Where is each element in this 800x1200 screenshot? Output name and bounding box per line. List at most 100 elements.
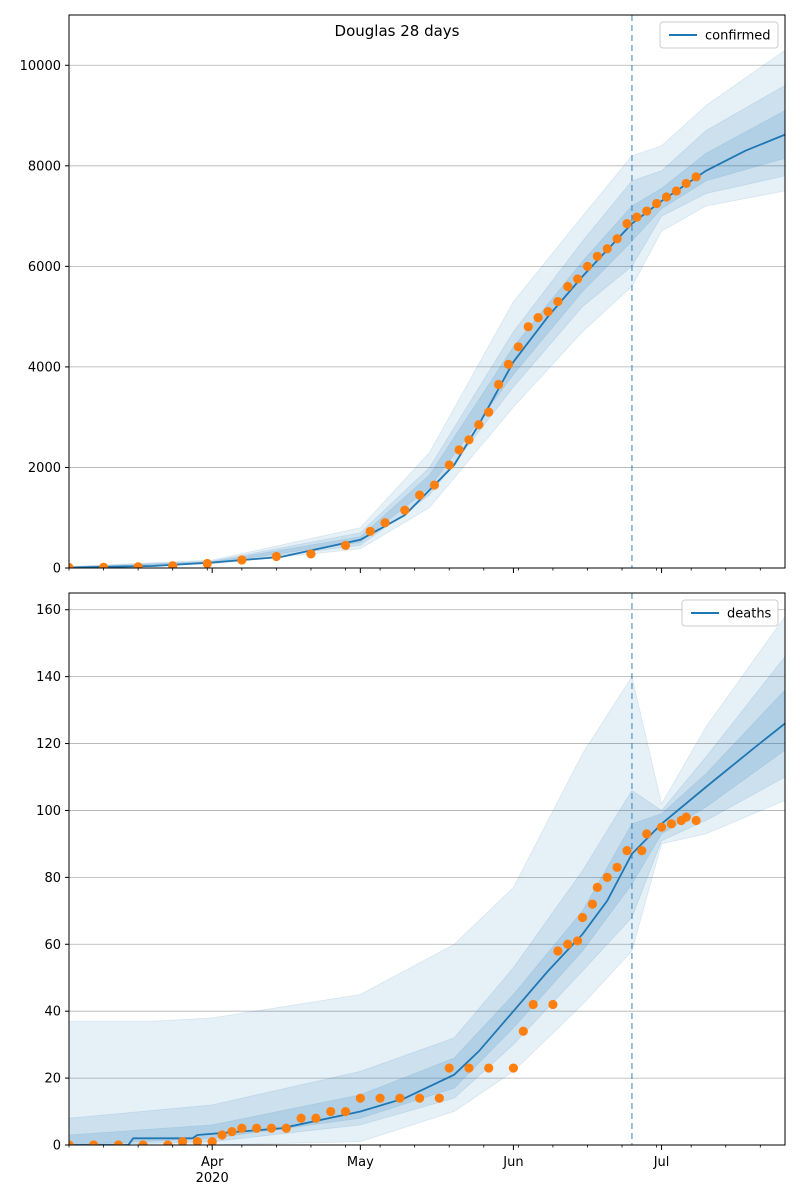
data-point bbox=[494, 379, 504, 390]
x-tick-label: Jun bbox=[502, 1155, 523, 1170]
data-point bbox=[227, 1127, 237, 1137]
x-tick-label: Jul bbox=[653, 1155, 670, 1170]
y-tick-label: 140 bbox=[36, 670, 61, 685]
data-point bbox=[202, 558, 212, 568]
uncertainty-band-outer bbox=[69, 49, 785, 568]
data-point bbox=[553, 296, 563, 307]
y-tick-label: 80 bbox=[44, 871, 61, 886]
data-point bbox=[666, 819, 677, 829]
data-point bbox=[281, 1123, 291, 1133]
data-point bbox=[563, 281, 573, 292]
data-point bbox=[518, 1026, 528, 1036]
data-point bbox=[375, 1093, 385, 1103]
legend: confirmed bbox=[659, 21, 779, 49]
data-point bbox=[464, 435, 474, 445]
data-point bbox=[133, 562, 143, 568]
data-point bbox=[642, 206, 652, 216]
data-point bbox=[548, 999, 558, 1010]
data-point bbox=[592, 251, 602, 261]
data-point bbox=[266, 1123, 277, 1133]
data-point bbox=[163, 1140, 173, 1145]
data-point bbox=[365, 526, 375, 536]
y-tick-label: 8000 bbox=[28, 159, 61, 174]
data-point bbox=[637, 846, 647, 856]
data-point bbox=[444, 460, 454, 470]
y-axis: 0 20 40 60 80 100 120 140 160 bbox=[36, 603, 69, 1154]
legend-box bbox=[681, 599, 779, 627]
data-point bbox=[484, 407, 494, 417]
data-point bbox=[113, 1140, 123, 1145]
uncertainty-band-middle bbox=[69, 84, 785, 568]
data-point bbox=[271, 551, 281, 562]
data-point bbox=[429, 480, 440, 490]
data-point bbox=[414, 1093, 425, 1103]
data-point bbox=[508, 1063, 519, 1073]
plot-frame bbox=[68, 14, 786, 569]
data-point bbox=[340, 540, 351, 550]
data-point bbox=[592, 882, 602, 893]
data-point bbox=[306, 549, 316, 559]
data-point bbox=[563, 939, 573, 949]
data-point bbox=[138, 1140, 148, 1145]
data-point bbox=[395, 1093, 405, 1103]
data-point bbox=[577, 912, 588, 923]
data-point bbox=[69, 562, 74, 568]
y-tick-label: 40 bbox=[44, 1005, 61, 1020]
data-point bbox=[656, 822, 667, 832]
data-point bbox=[237, 555, 247, 565]
data-point bbox=[661, 192, 672, 202]
figure-title: Douglas 28 days bbox=[335, 22, 460, 40]
y-tick-label: 100 bbox=[36, 804, 61, 819]
y-tick-label: 160 bbox=[36, 603, 61, 618]
data-point bbox=[622, 846, 632, 856]
y-tick-label: 0 bbox=[53, 1139, 61, 1154]
data-point bbox=[681, 178, 691, 189]
data-point bbox=[671, 186, 681, 196]
data-point bbox=[168, 561, 178, 568]
legend: deaths bbox=[681, 599, 779, 627]
plot-area bbox=[69, 49, 785, 568]
data-point bbox=[602, 872, 612, 882]
x-tick-sublabel: 2020 bbox=[196, 1171, 229, 1186]
x-axis bbox=[68, 568, 761, 573]
data-point bbox=[311, 1113, 321, 1123]
y-tick-label: 120 bbox=[36, 737, 61, 752]
data-point bbox=[612, 862, 622, 872]
legend-box bbox=[659, 21, 779, 49]
data-point bbox=[444, 1063, 454, 1073]
uncertainty-band-middle bbox=[69, 655, 785, 1145]
data-point bbox=[573, 936, 583, 946]
uncertainty-band-outer bbox=[69, 615, 785, 1145]
observed-points bbox=[69, 172, 701, 568]
data-point bbox=[192, 1137, 202, 1145]
data-point bbox=[691, 815, 701, 826]
data-point bbox=[622, 219, 632, 229]
data-point bbox=[652, 198, 662, 209]
data-point bbox=[523, 322, 533, 332]
data-point bbox=[89, 1140, 99, 1145]
data-point bbox=[434, 1093, 444, 1103]
data-point bbox=[252, 1123, 262, 1133]
data-point bbox=[237, 1123, 247, 1133]
data-point bbox=[474, 420, 484, 430]
data-point bbox=[340, 1106, 351, 1117]
data-point bbox=[454, 445, 464, 455]
data-point bbox=[400, 505, 410, 515]
uncertainty-band-inner bbox=[69, 689, 785, 1145]
y-tick-label: 6000 bbox=[28, 260, 61, 275]
data-point bbox=[691, 172, 701, 182]
data-point bbox=[207, 1137, 217, 1145]
y-tick-label: 4000 bbox=[28, 360, 61, 375]
x-tick-label: May bbox=[347, 1155, 374, 1170]
data-point bbox=[632, 212, 642, 222]
plot-area bbox=[69, 615, 785, 1145]
data-point bbox=[326, 1106, 336, 1117]
data-point bbox=[602, 244, 612, 254]
data-point bbox=[573, 274, 583, 284]
data-point bbox=[553, 946, 563, 956]
data-point bbox=[296, 1113, 306, 1123]
x-tick-label: Apr bbox=[201, 1155, 224, 1170]
observed-points bbox=[69, 812, 701, 1145]
